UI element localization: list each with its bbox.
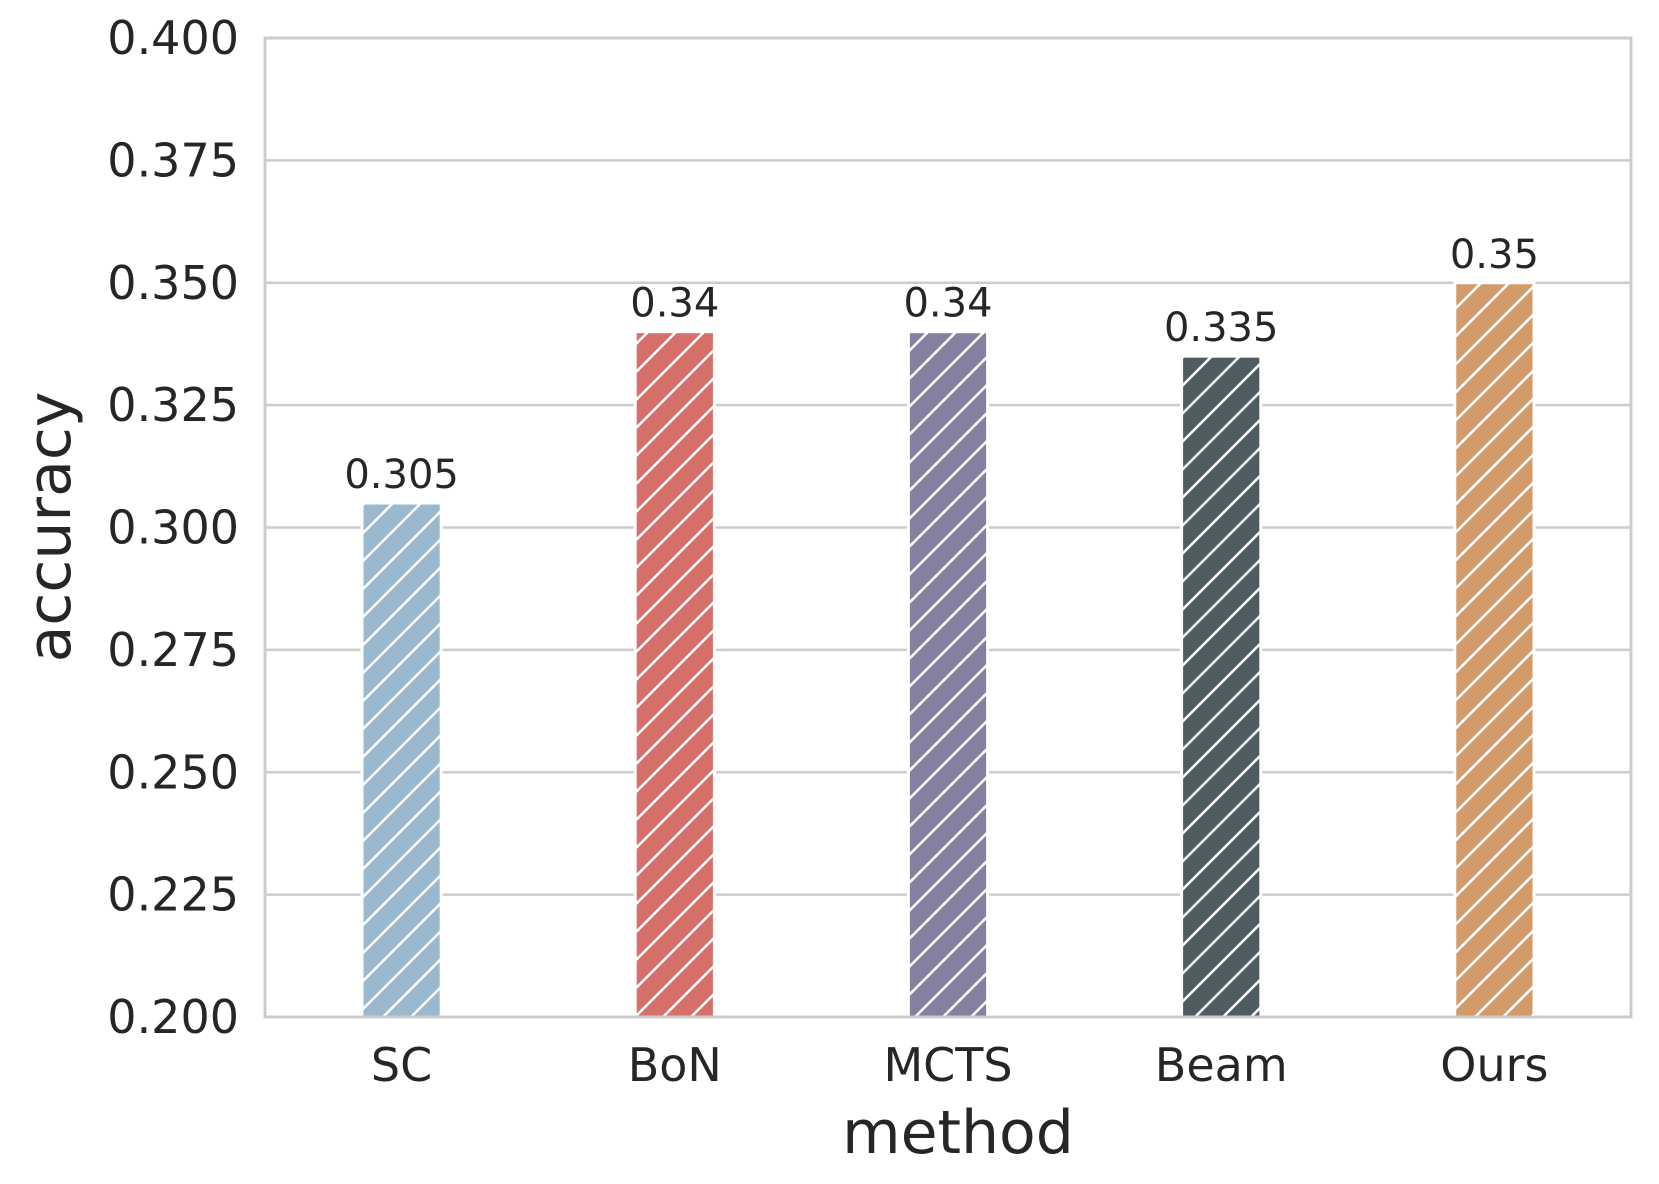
- x-tick-label: BoN: [628, 1038, 722, 1092]
- value-label: 0.35: [1450, 232, 1539, 278]
- y-tick-label: 0.275: [107, 623, 239, 677]
- value-label: 0.34: [903, 281, 992, 327]
- y-tick-label: 0.300: [107, 501, 239, 555]
- x-tick-label: Beam: [1155, 1038, 1288, 1092]
- x-tick-label: SC: [371, 1038, 432, 1092]
- bar-beam: [1180, 354, 1263, 1019]
- y-tick-label: 0.325: [107, 378, 239, 432]
- bar-mcts: [906, 330, 990, 1019]
- y-tick-label: 0.400: [107, 11, 239, 65]
- bar-sc: [360, 501, 443, 1019]
- x-axis-ticks: SC BoN MCTS Beam Ours: [371, 1038, 1549, 1092]
- bar-ours: [1453, 281, 1536, 1019]
- value-label: 0.34: [630, 281, 719, 327]
- y-tick-label: 0.375: [107, 133, 239, 187]
- y-axis-label: accuracy: [15, 392, 85, 663]
- y-tick-label: 0.350: [107, 256, 239, 310]
- y-tick-label: 0.200: [107, 990, 239, 1044]
- value-label: 0.335: [1164, 305, 1279, 351]
- x-tick-label: MCTS: [883, 1038, 1012, 1092]
- x-tick-label: Ours: [1440, 1038, 1548, 1092]
- value-label: 0.305: [344, 452, 459, 498]
- bars: [360, 281, 1536, 1019]
- y-tick-label: 0.225: [107, 868, 239, 922]
- x-axis-label: method: [842, 1098, 1074, 1168]
- y-axis-ticks: 0.200 0.225 0.250 0.275 0.300 0.325 0.350 0.375…: [107, 11, 239, 1044]
- y-tick-label: 0.250: [107, 745, 239, 799]
- plot-frame: [263, 36, 1633, 1019]
- bar-bon: [633, 330, 716, 1019]
- value-labels: 0.305 0.34 0.34 0.335 0.35: [344, 232, 1539, 498]
